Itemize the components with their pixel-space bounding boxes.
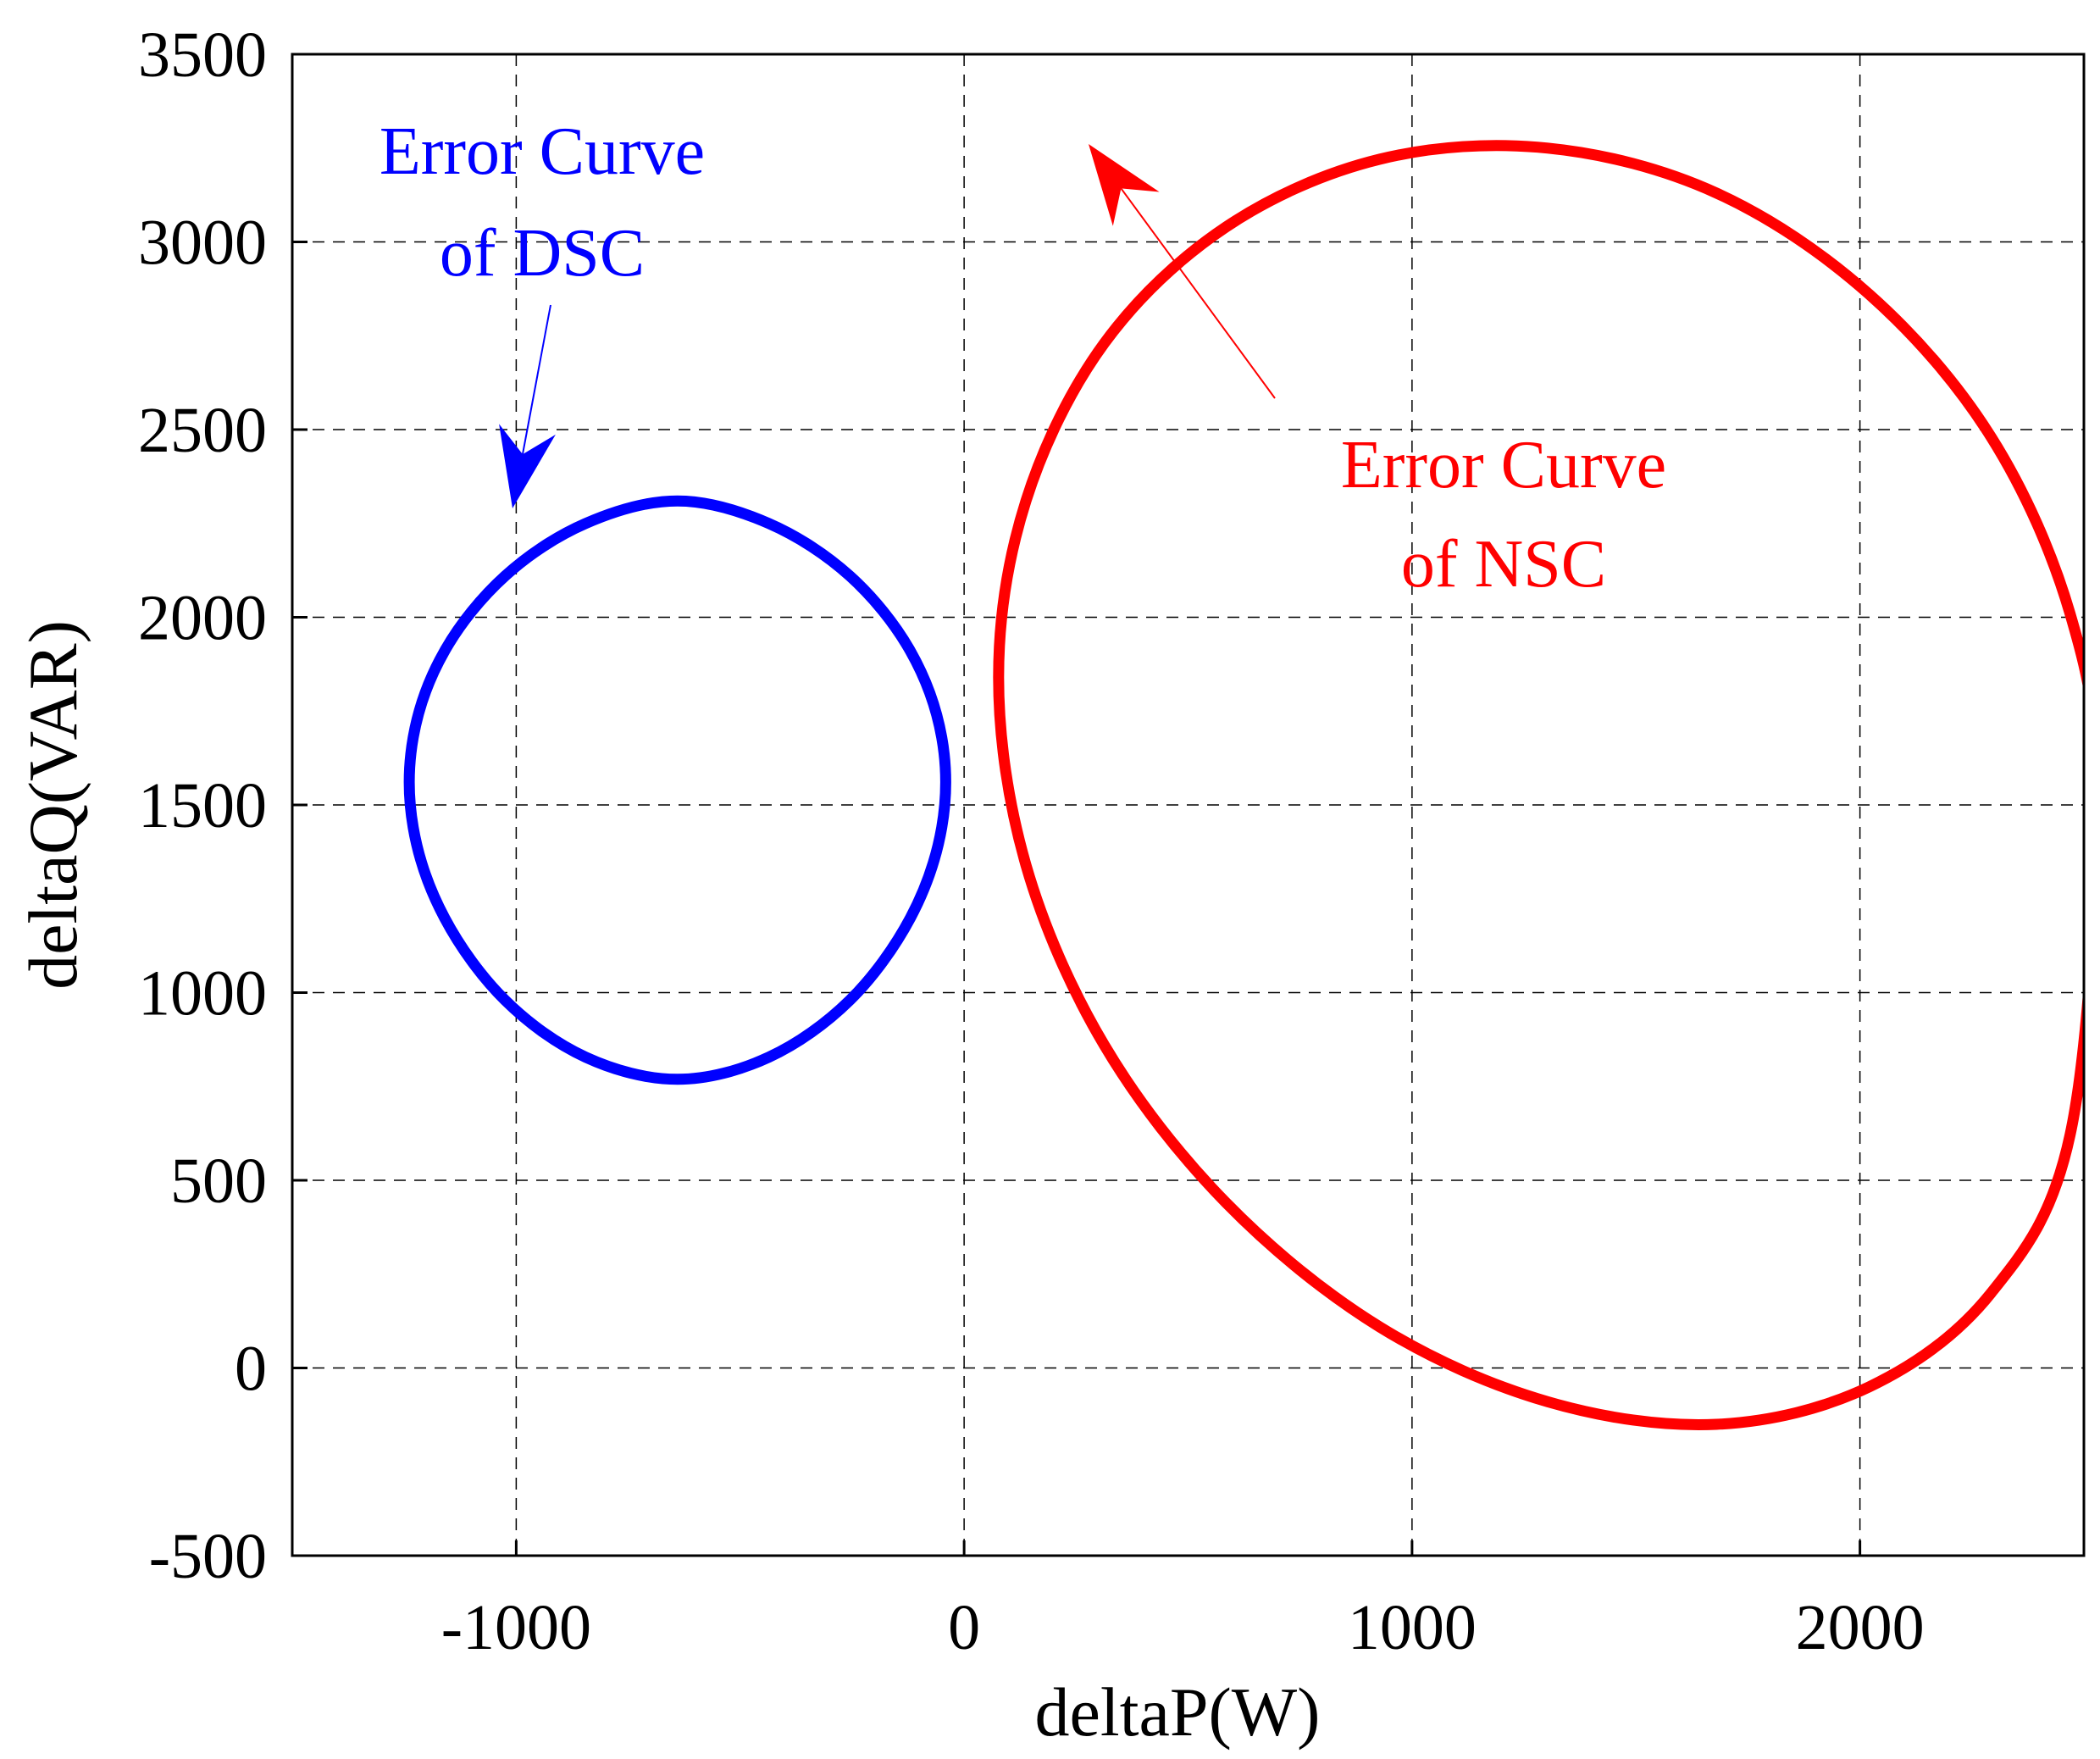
y-tick-label: 500 xyxy=(170,1146,267,1217)
annotation-text: Error Curve xyxy=(380,114,705,189)
series-line-2 xyxy=(403,495,951,1085)
series-line-1 xyxy=(993,140,2084,1430)
y-tick-label: -500 xyxy=(149,1521,267,1592)
x-axis-label: deltaP(W) xyxy=(1035,1673,1321,1751)
annotation-1: Error Curve of DSC xyxy=(380,114,705,508)
x-tick-label: 2000 xyxy=(1796,1592,1925,1663)
annotation-text: Error Curve xyxy=(1341,428,1666,502)
plot-frame xyxy=(291,53,2086,1557)
y-tick-label: 1000 xyxy=(138,958,267,1029)
y-tick-label: 3000 xyxy=(138,208,267,279)
y-tick-label: 3500 xyxy=(138,19,267,91)
series-group xyxy=(403,140,2084,1430)
annotation-2: Error Curve of NSC xyxy=(1089,144,1666,602)
annotation-text: of DSC xyxy=(440,216,645,291)
x-tick-label: -1000 xyxy=(441,1592,591,1663)
y-tick-label: 2000 xyxy=(138,583,267,654)
axis-ticks: -1000 0 1000 2000 -500 0 500 1000 1500 2000 2500 30… xyxy=(138,19,1925,1663)
y-tick-label: 1500 xyxy=(138,770,267,841)
annotation-arrow-line xyxy=(1120,187,1276,399)
annotation-arrow-line xyxy=(521,304,551,455)
x-tick-label: 1000 xyxy=(1348,1592,1477,1663)
x-tick-label: 0 xyxy=(948,1592,980,1663)
y-axis-label: deltaQ(VAR) xyxy=(14,620,91,990)
annotation-arrowhead xyxy=(1089,144,1160,226)
annotation-arrowhead xyxy=(499,424,556,508)
y-tick-label: 0 xyxy=(235,1334,267,1405)
annotations: Error Curve of DSC Error Curve of NSC xyxy=(380,114,1666,602)
grid xyxy=(292,54,2084,1556)
y-tick-label: 2500 xyxy=(138,395,267,466)
annotation-text: of NSC xyxy=(1401,527,1606,602)
